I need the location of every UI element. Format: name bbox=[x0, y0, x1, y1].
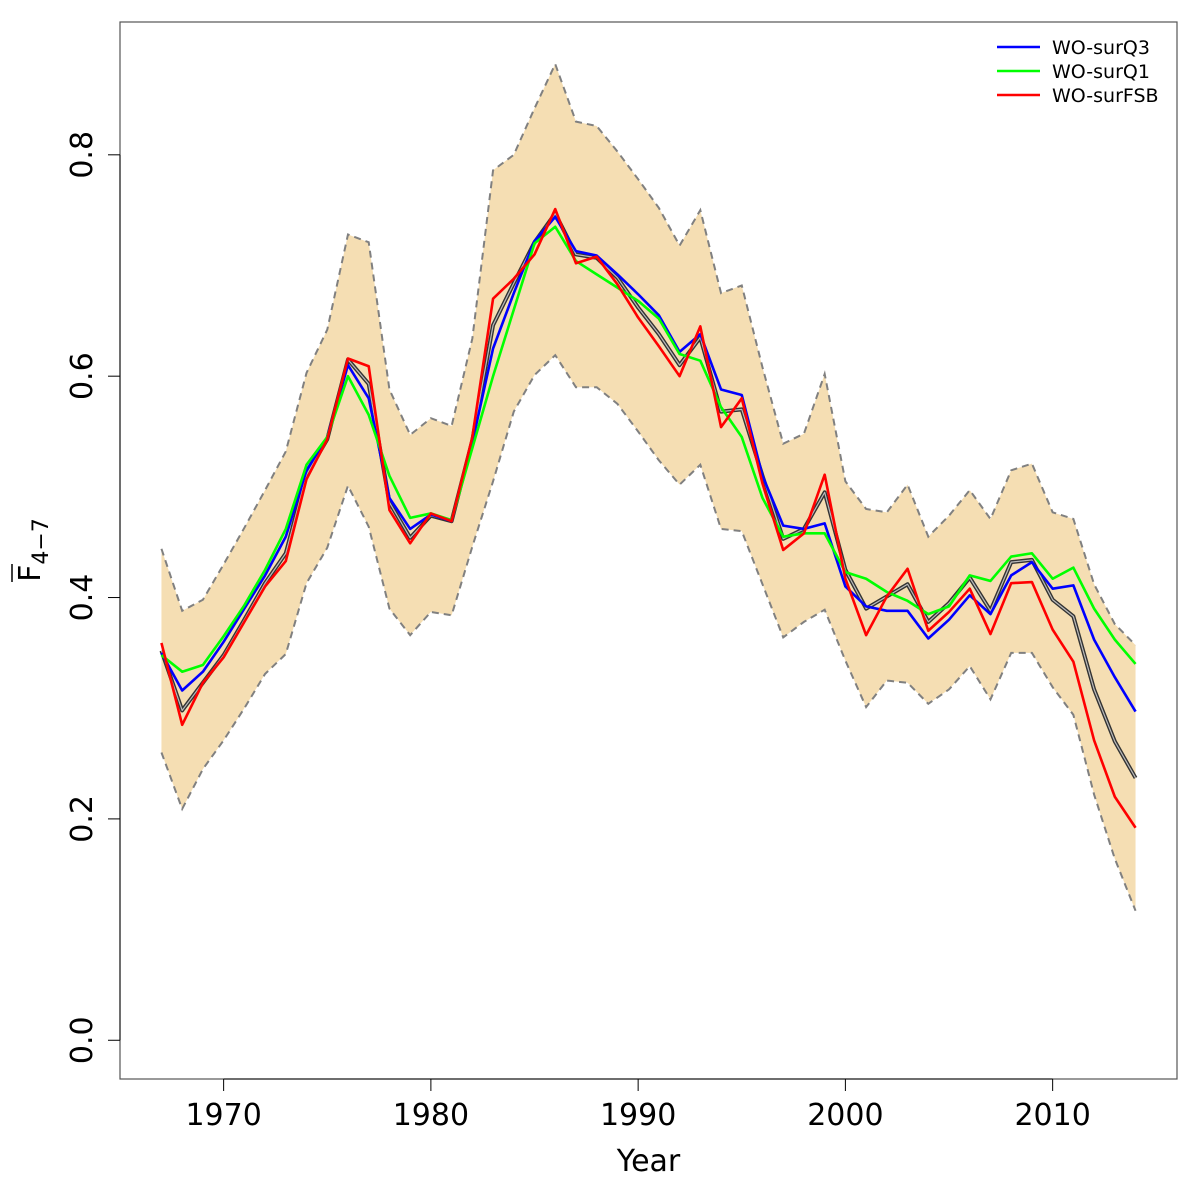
x-axis-title: Year bbox=[616, 1144, 681, 1179]
svg-text:F4−7: F4−7 bbox=[13, 518, 54, 582]
x-tick-label: 2000 bbox=[807, 1098, 883, 1133]
band-lower-edge bbox=[160, 353, 1137, 912]
y-tick-label: 0.0 bbox=[65, 1016, 100, 1064]
y-tick-label: 0.2 bbox=[65, 795, 100, 843]
x-tick-label: 1990 bbox=[600, 1098, 676, 1133]
y-axis-title: F4−7 bbox=[11, 518, 54, 582]
y-tick-label: 0.8 bbox=[65, 131, 100, 179]
legend-label: WO-surFSB bbox=[1052, 85, 1159, 107]
y-tick-label: 0.6 bbox=[65, 352, 100, 400]
legend-label: WO-surQ1 bbox=[1052, 61, 1150, 83]
x-tick-label: 2010 bbox=[1014, 1098, 1090, 1133]
y-axis-title-base: F bbox=[13, 565, 48, 582]
y-axis-title-subscript: 4−7 bbox=[29, 518, 54, 564]
y-tick-label: 0.4 bbox=[65, 574, 100, 622]
series-line-wo-surfsb bbox=[160, 207, 1137, 829]
series-line-wo-surq1 bbox=[160, 225, 1137, 674]
confidence-band-layer bbox=[160, 61, 1137, 912]
x-tick-label: 1970 bbox=[185, 1098, 261, 1133]
x-tick-label: 1980 bbox=[393, 1098, 469, 1133]
confidence-band bbox=[161, 64, 1136, 911]
x-axis: 1970 1980 1990 2000 2010 bbox=[185, 1078, 1091, 1133]
y-axis: 0.0 0.2 0.4 0.6 0.8 bbox=[65, 131, 121, 1064]
legend-label: WO-surQ3 bbox=[1052, 37, 1150, 59]
series-layer bbox=[159, 207, 1138, 829]
band-upper-edge bbox=[160, 61, 1137, 646]
